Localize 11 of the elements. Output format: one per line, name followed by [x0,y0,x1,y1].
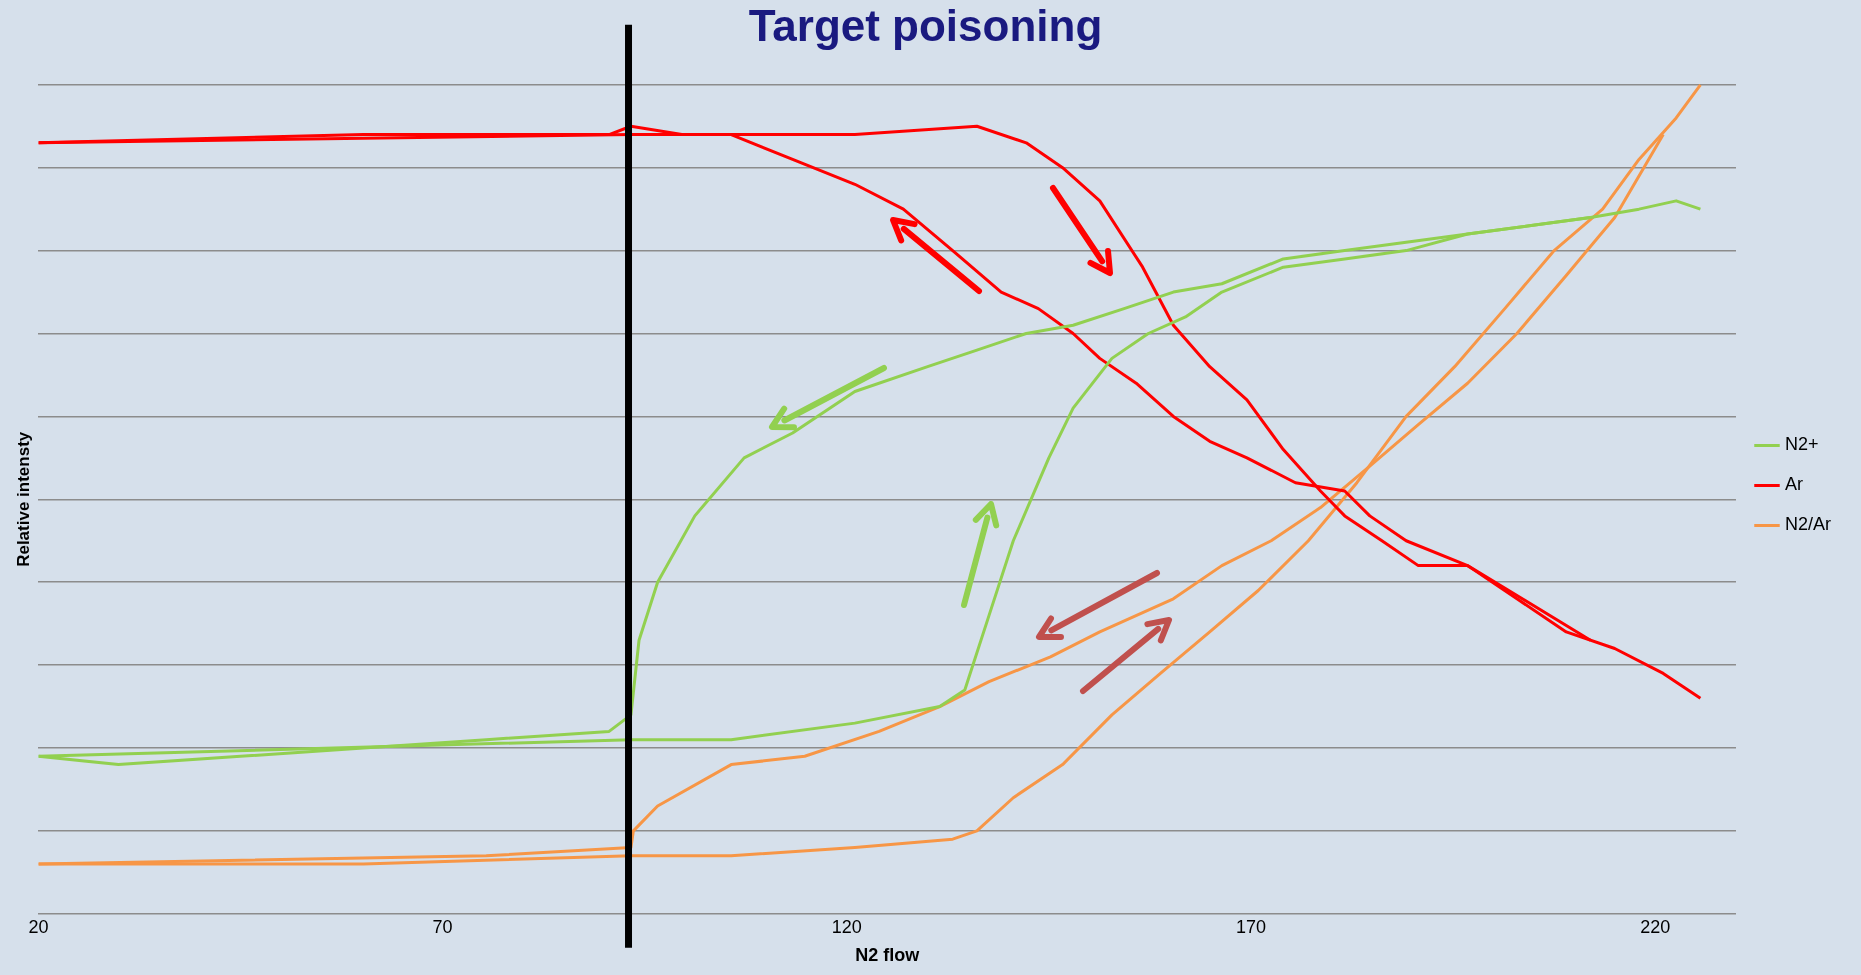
x-tick-label: 20 [28,916,49,937]
legend-label: N2/Ar [1784,514,1832,535]
x-tick-label: 220 [1640,916,1671,937]
x-axis-title: N2 flow [855,945,921,966]
legend-label: Ar [1784,474,1803,495]
x-tick-label: 120 [831,916,862,937]
chart-title: Target poisoning [748,0,1103,50]
legend-label: N2+ [1784,434,1819,455]
x-tick-label: 70 [432,916,453,937]
y-axis-title: Relative intensty [13,431,33,567]
x-tick-label: 170 [1235,916,1266,937]
